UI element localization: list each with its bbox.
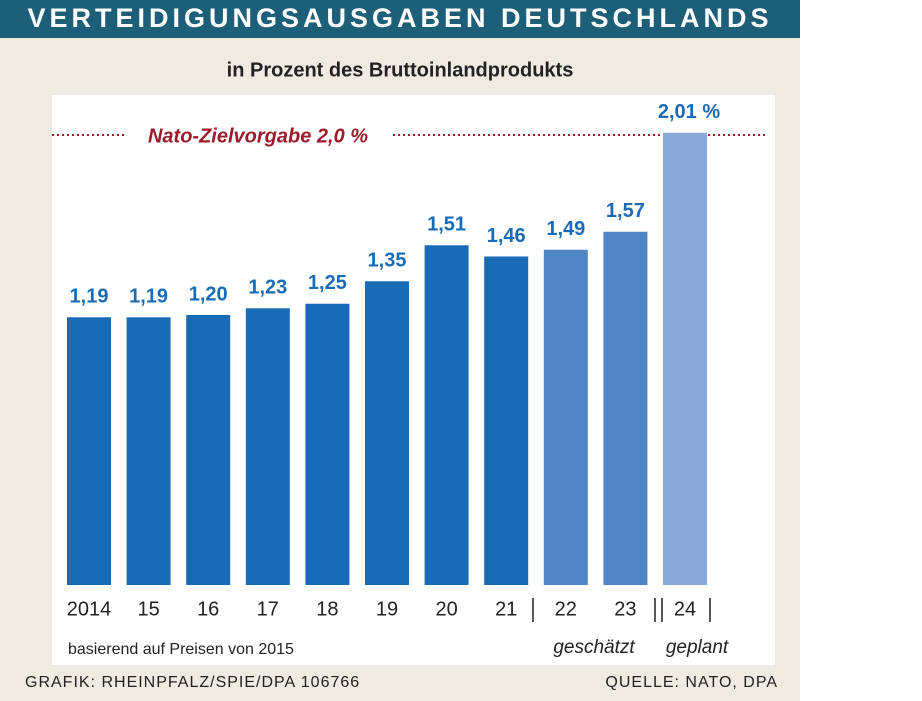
bar	[67, 317, 111, 585]
bar	[603, 231, 648, 585]
bar	[484, 256, 529, 585]
value-label: 2,01 %	[658, 101, 720, 123]
x-tick-label: 17	[257, 598, 279, 620]
chart-title: VERTEIDIGUNGSAUSGABEN DEUTSCHLANDS	[27, 3, 772, 33]
value-label: 1,23	[248, 277, 287, 299]
x-tick-label: 22	[555, 598, 577, 620]
footer-source: QUELLE: NATO, DPA	[605, 674, 778, 691]
value-label: 1,25	[308, 272, 347, 294]
value-label: 1,57	[606, 200, 645, 222]
x-tick-label: 23	[614, 598, 636, 620]
value-label: 1,20	[189, 283, 228, 305]
target-label: Nato-Zielvorgabe 2,0 %	[148, 125, 368, 147]
value-label: 1,46	[487, 225, 526, 247]
value-label: 1,19	[70, 286, 109, 308]
x-tick-label: 18	[316, 598, 338, 620]
bar	[126, 317, 171, 585]
value-label: 1,35	[368, 250, 407, 272]
bracket-planned	[661, 598, 711, 622]
plot-area	[52, 95, 775, 665]
value-label: 1,19	[129, 286, 168, 308]
bar	[663, 132, 707, 585]
value-label: 1,51	[427, 214, 466, 236]
bar	[186, 315, 231, 585]
value-label: 1,49	[546, 218, 585, 240]
title-banner	[0, 0, 800, 38]
x-tick-label: 21	[495, 598, 517, 620]
annotation: geplant	[666, 637, 729, 658]
note: basierend auf Preisen von 2015	[68, 641, 294, 658]
x-tick-label: 24	[674, 598, 696, 620]
bar	[543, 249, 588, 585]
x-tick-label: 16	[197, 598, 219, 620]
bracket-estimated	[532, 598, 656, 622]
bar	[365, 281, 409, 585]
x-tick-label: 2014	[67, 598, 112, 620]
subtitle: in Prozent des Bruttoinlandprodukts	[227, 59, 574, 81]
x-tick-label: 20	[435, 598, 457, 620]
x-tick-label: 15	[137, 598, 159, 620]
annotation: geschätzt	[553, 637, 635, 658]
x-tick-label: 19	[376, 598, 398, 620]
bar	[245, 308, 290, 585]
footer-credit: GRAFIK: RHEINPFALZ/SPIE/DPA 106766	[25, 674, 360, 691]
bar	[305, 303, 350, 585]
brackets	[532, 598, 711, 622]
bar	[424, 245, 469, 585]
